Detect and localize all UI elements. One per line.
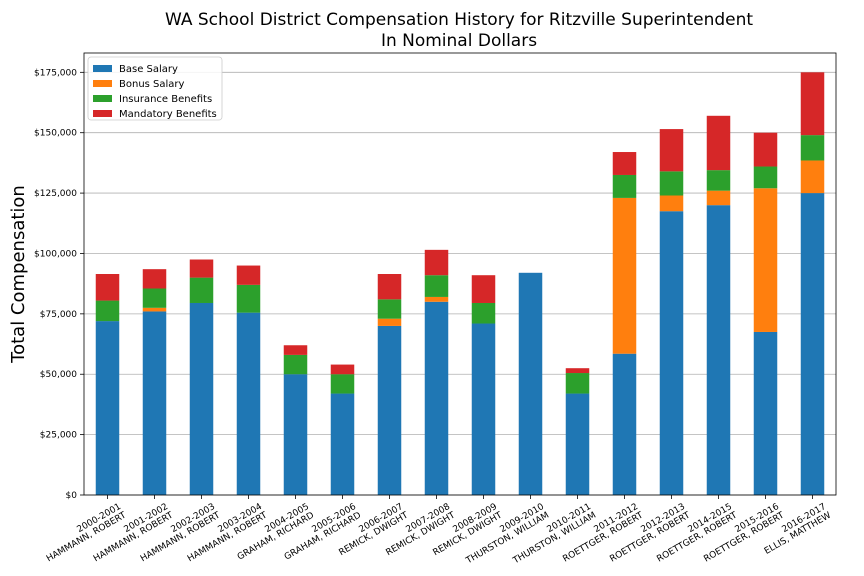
bar-insurance-benefits-2016-2017 xyxy=(800,135,825,161)
bar-base-salary-2010-2011 xyxy=(565,393,590,495)
legend-swatch xyxy=(93,65,112,72)
x-tick-name: HAMMANN, ROBERT xyxy=(45,510,128,564)
bar-insurance-benefits-2014-2015 xyxy=(706,170,731,191)
legend-swatch xyxy=(93,95,112,102)
bar-insurance-benefits-2003-2004 xyxy=(236,284,261,313)
bar-base-salary-2002-2003 xyxy=(189,302,214,495)
bar-insurance-benefits-2005-2006 xyxy=(330,374,355,394)
plot-frame xyxy=(83,52,837,496)
bar-base-salary-2005-2006 xyxy=(330,393,355,495)
bar-mandatory-benefits-2001-2002 xyxy=(142,269,167,289)
bar-insurance-benefits-2004-2005 xyxy=(283,354,308,375)
bar-mandatory-benefits-2011-2012 xyxy=(612,152,637,175)
bar-bonus-salary-2011-2012 xyxy=(612,197,637,354)
bar-mandatory-benefits-2014-2015 xyxy=(706,115,731,171)
bar-base-salary-2014-2015 xyxy=(706,205,731,495)
bar-bonus-salary-2001-2002 xyxy=(142,307,167,312)
bar-bonus-salary-2016-2017 xyxy=(800,160,825,194)
bar-base-salary-2008-2009 xyxy=(471,323,496,495)
bar-base-salary-2000-2001 xyxy=(95,321,120,495)
bar-bonus-salary-2014-2015 xyxy=(706,190,731,206)
x-tick-label: 2000-2001HAMMANN, ROBERT xyxy=(40,502,128,565)
bar-insurance-benefits-2000-2001 xyxy=(95,300,120,322)
bar-insurance-benefits-2010-2011 xyxy=(565,373,590,394)
bar-bonus-salary-2006-2007 xyxy=(377,318,402,326)
chart-title: WA School District Compensation History … xyxy=(165,10,753,30)
bar-insurance-benefits-2015-2016 xyxy=(753,166,778,189)
bar-mandatory-benefits-2008-2009 xyxy=(471,275,496,303)
bar-base-salary-2012-2013 xyxy=(659,211,684,495)
bar-mandatory-benefits-2016-2017 xyxy=(800,72,825,136)
legend-label: Insurance Benefits xyxy=(119,94,212,105)
bar-base-salary-2004-2005 xyxy=(283,374,308,495)
bar-mandatory-benefits-2010-2011 xyxy=(565,368,590,374)
y-tick-label: $75,000 xyxy=(40,310,77,320)
y-axis-label: Total Compensation xyxy=(8,185,29,364)
bar-mandatory-benefits-2005-2006 xyxy=(330,364,355,375)
bar-base-salary-2011-2012 xyxy=(612,353,637,495)
bar-mandatory-benefits-2012-2013 xyxy=(659,129,684,172)
bars-layer xyxy=(95,72,825,495)
bar-mandatory-benefits-2003-2004 xyxy=(236,265,261,285)
bar-insurance-benefits-2002-2003 xyxy=(189,277,214,303)
bar-insurance-benefits-2008-2009 xyxy=(471,302,496,324)
y-tick-label: $50,000 xyxy=(40,370,77,380)
legend-swatch xyxy=(93,80,112,87)
bar-insurance-benefits-2007-2008 xyxy=(424,275,449,297)
bar-mandatory-benefits-2015-2016 xyxy=(753,132,778,167)
bar-insurance-benefits-2001-2002 xyxy=(142,288,167,308)
bar-base-salary-2009-2010 xyxy=(518,272,543,495)
bar-insurance-benefits-2006-2007 xyxy=(377,299,402,319)
legend-label: Bonus Salary xyxy=(119,79,185,90)
bar-mandatory-benefits-2006-2007 xyxy=(377,274,402,300)
y-tick-label: $25,000 xyxy=(40,431,77,441)
legend-label: Base Salary xyxy=(119,64,178,75)
bar-base-salary-2007-2008 xyxy=(424,301,449,495)
bar-mandatory-benefits-2007-2008 xyxy=(424,249,449,276)
y-tick-label: $175,000 xyxy=(34,68,77,78)
bar-insurance-benefits-2011-2012 xyxy=(612,174,637,198)
bar-bonus-salary-2007-2008 xyxy=(424,296,449,302)
legend-box xyxy=(87,56,223,121)
bar-mandatory-benefits-2000-2001 xyxy=(95,274,120,301)
y-tick-label: $0 xyxy=(66,491,78,501)
bar-mandatory-benefits-2002-2003 xyxy=(189,259,214,278)
bar-base-salary-2015-2016 xyxy=(753,331,778,495)
bar-bonus-salary-2012-2013 xyxy=(659,195,684,212)
bar-base-salary-2001-2002 xyxy=(142,311,167,495)
legend-label: Mandatory Benefits xyxy=(119,109,217,120)
y-tick-label: $125,000 xyxy=(34,189,77,199)
bar-base-salary-2016-2017 xyxy=(800,193,825,495)
legend: Base Salary Bonus Salary Insurance Benefit… xyxy=(87,56,223,121)
bar-mandatory-benefits-2004-2005 xyxy=(283,345,308,355)
bar-base-salary-2003-2004 xyxy=(236,312,261,495)
y-tick-label: $100,000 xyxy=(34,249,77,259)
legend-swatch xyxy=(93,110,112,117)
chart-subtitle: In Nominal Dollars xyxy=(381,31,537,51)
bar-base-salary-2006-2007 xyxy=(377,325,402,495)
bar-bonus-salary-2015-2016 xyxy=(753,188,778,332)
y-tick-label: $150,000 xyxy=(34,129,77,139)
bar-insurance-benefits-2012-2013 xyxy=(659,171,684,196)
